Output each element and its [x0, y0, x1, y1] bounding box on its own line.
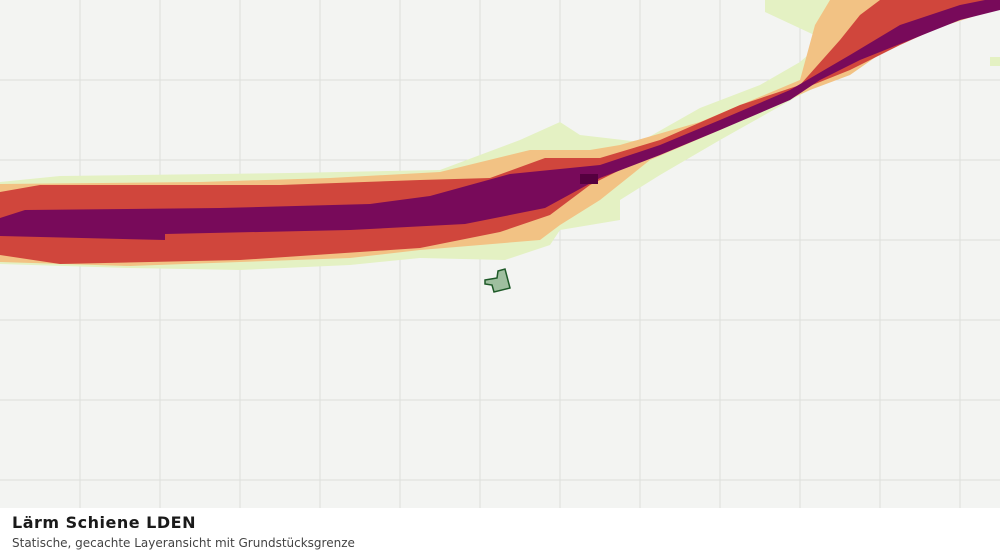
noise-zone-very-high: [0, 0, 1000, 240]
noise-zone-extreme: [580, 174, 598, 184]
caption: Lärm Schiene LDEN Statische, gecachte La…: [12, 512, 988, 552]
map: [0, 0, 1000, 508]
parcel-boundary: [484, 268, 511, 293]
noise-zone-high: [0, 0, 1000, 264]
map-subtitle: Statische, gecachte Layeransicht mit Gru…: [12, 536, 355, 550]
map-title: Lärm Schiene LDEN: [12, 513, 196, 532]
